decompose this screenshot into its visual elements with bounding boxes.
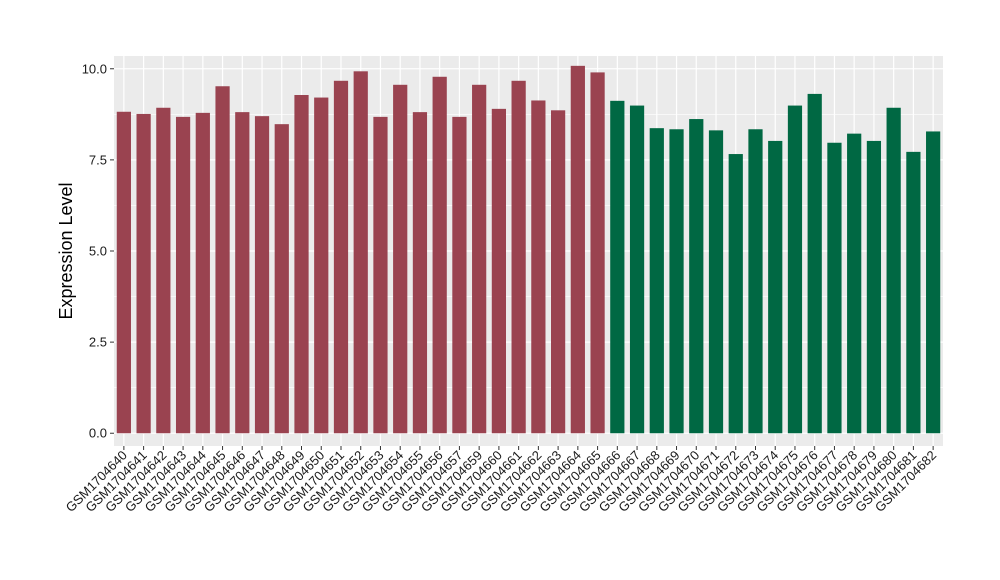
- bar: [570, 65, 585, 434]
- bar: [215, 86, 230, 434]
- bar: [432, 76, 447, 434]
- bar: [412, 112, 428, 434]
- bar: [926, 131, 941, 434]
- y-tick-label: 10.0: [82, 61, 107, 76]
- bar: [393, 84, 408, 434]
- bar: [511, 80, 526, 434]
- y-tick-label: 5.0: [89, 244, 107, 259]
- bar: [827, 142, 842, 434]
- y-tick-label: 2.5: [89, 335, 107, 350]
- bar: [708, 130, 724, 434]
- bar: [906, 151, 921, 434]
- y-tick-label: 0.0: [89, 426, 107, 441]
- bar: [116, 111, 131, 434]
- bar: [649, 128, 664, 434]
- y-axis-title: Expression Level: [56, 182, 76, 319]
- bar: [590, 72, 605, 434]
- bar: [689, 119, 704, 434]
- bar: [452, 116, 467, 434]
- bar: [807, 93, 822, 434]
- bar: [235, 112, 250, 434]
- bar: [728, 154, 743, 434]
- bar: [274, 124, 289, 434]
- bar: [669, 129, 684, 434]
- bar: [254, 116, 270, 434]
- bar: [629, 105, 645, 434]
- bar: [748, 129, 763, 434]
- bar: [472, 84, 487, 434]
- bar: [136, 113, 151, 434]
- bar: [610, 100, 625, 434]
- bar: [314, 97, 329, 434]
- bar: [531, 100, 546, 434]
- bar: [175, 116, 191, 434]
- bar: [866, 140, 882, 434]
- bar: [294, 95, 309, 434]
- bar: [551, 110, 566, 434]
- bar: [195, 112, 210, 434]
- bar: [353, 71, 368, 434]
- y-tick-label: 7.5: [89, 152, 107, 167]
- bar: [373, 116, 388, 434]
- bar: [333, 80, 349, 434]
- bar: [491, 108, 506, 434]
- bar: [847, 133, 862, 434]
- bar: [156, 107, 171, 434]
- bar: [787, 105, 803, 434]
- bar: [768, 140, 783, 434]
- bar: [886, 107, 901, 434]
